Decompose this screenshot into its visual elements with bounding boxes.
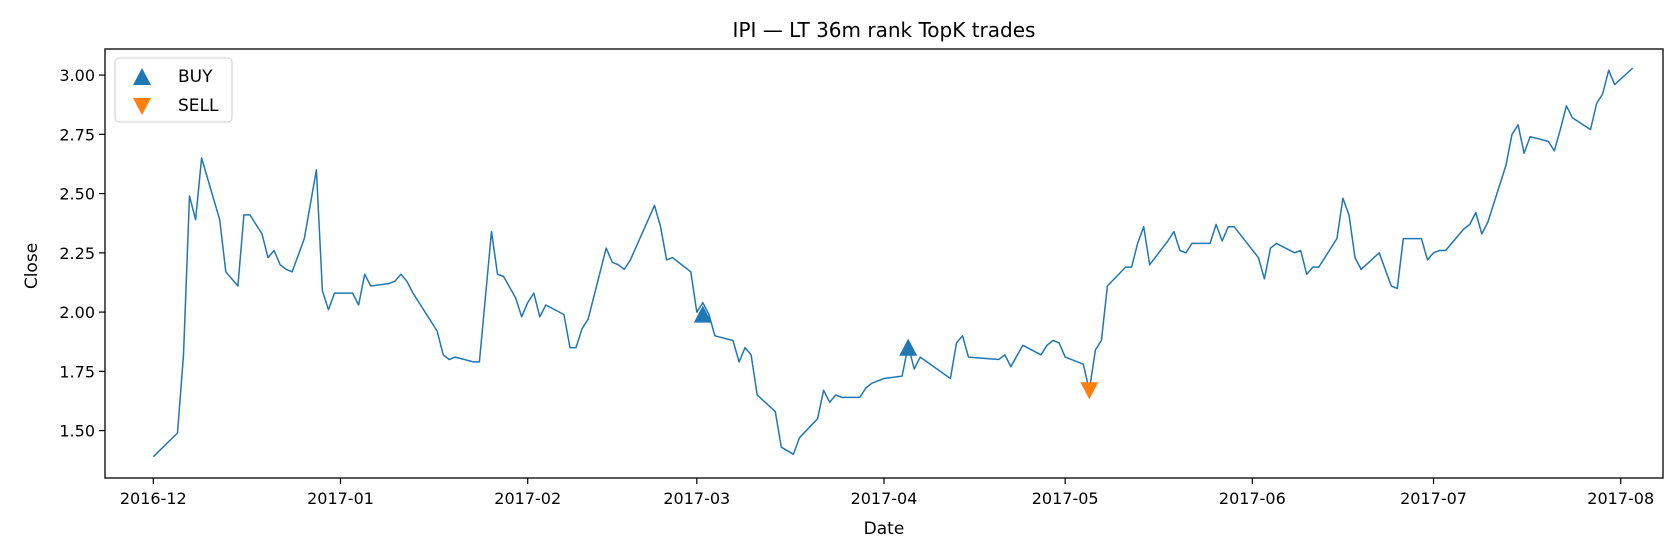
- legend-buy-label: BUY: [178, 67, 213, 87]
- x-tick-label: 2017-05: [1032, 489, 1099, 508]
- y-tick-label: 1.50: [59, 422, 95, 441]
- x-tick-label: 2017-08: [1587, 489, 1654, 508]
- x-axis: 2016-12 2017-01 2017-02 2017-03 2017-04 2017-…: [120, 478, 1654, 508]
- y-tick-label: 2.25: [59, 244, 95, 263]
- x-tick-label: 2017-01: [307, 489, 374, 508]
- plot-area: [152, 67, 1634, 458]
- x-tick-label: 2017-06: [1219, 489, 1286, 508]
- x-tick-label: 2017-03: [663, 489, 730, 508]
- y-tick-label: 2.75: [59, 125, 95, 144]
- legend-sell-label: SELL: [178, 96, 219, 116]
- x-tick-label: 2017-04: [851, 489, 918, 508]
- y-tick-label: 3.00: [59, 66, 95, 85]
- buy-marker-1: [693, 305, 712, 323]
- sell-marker-3: [1080, 382, 1099, 400]
- y-axis-label: Close: [22, 243, 42, 289]
- legend-buy-marker: [133, 68, 151, 85]
- x-tick-label: 2017-02: [494, 489, 561, 508]
- legend-sell-marker: [133, 98, 151, 115]
- chart-title: IPI — LT 36m rank TopK trades: [733, 18, 1036, 42]
- y-axis: 1.50 1.75 2.00 2.25 2.50 2.75 3.00: [59, 66, 105, 441]
- y-tick-label: 1.75: [59, 362, 95, 381]
- x-axis-label: Date: [864, 519, 905, 539]
- x-tick-label: 2016-12: [120, 489, 187, 508]
- y-tick-label: 2.50: [59, 185, 95, 204]
- y-tick-label: 2.00: [59, 303, 95, 322]
- legend: BUY SELL: [114, 57, 233, 123]
- x-tick-label: 2017-07: [1400, 489, 1467, 508]
- close-price-line: [152, 67, 1634, 458]
- buy-marker-2: [899, 338, 918, 356]
